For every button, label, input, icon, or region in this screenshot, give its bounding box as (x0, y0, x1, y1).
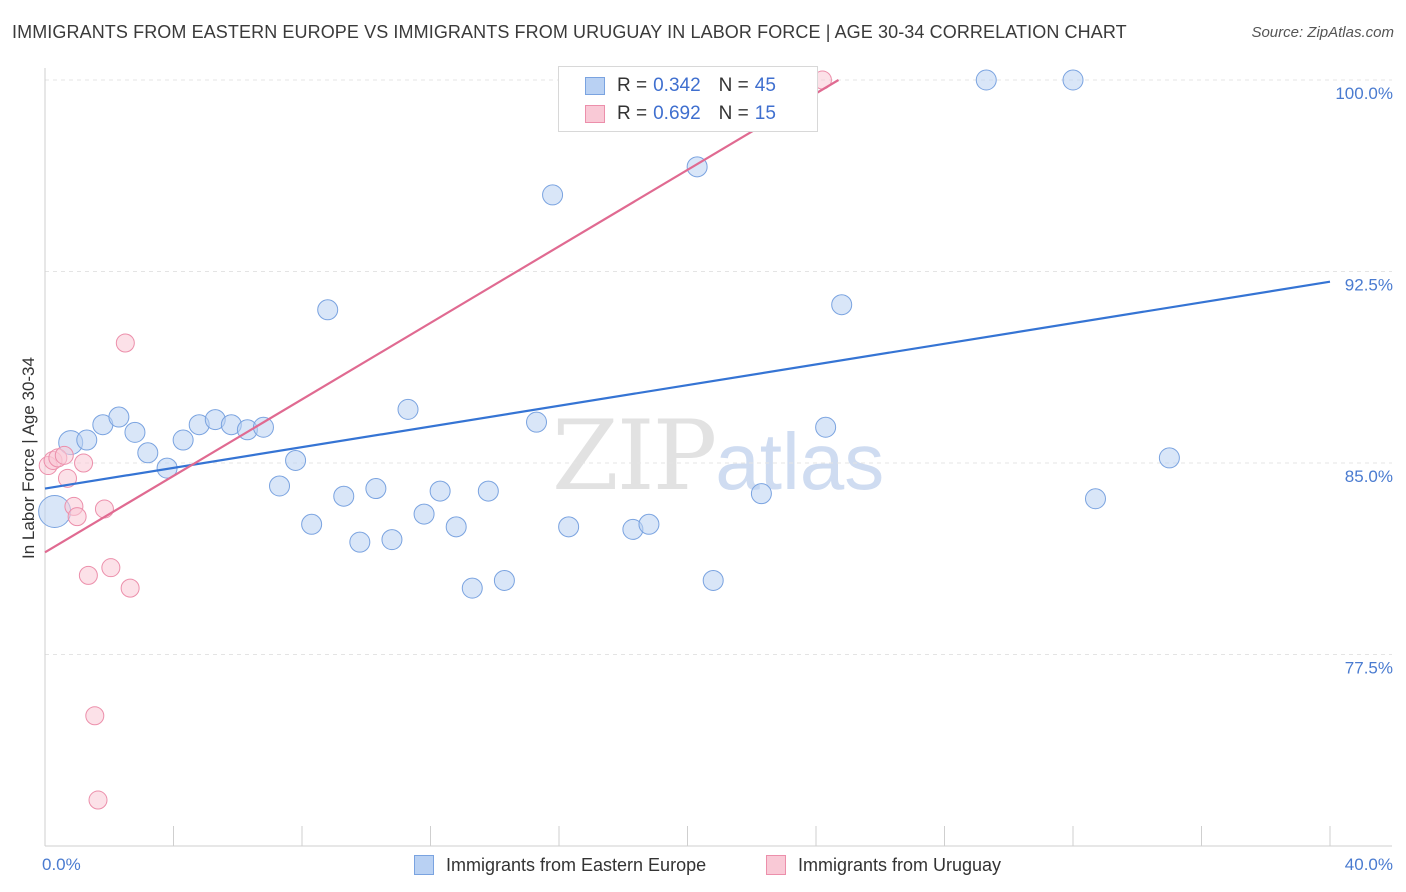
point-uruguay (120, 578, 140, 598)
bottom-legend-eastern-europe: Immigrants from Eastern Europe (414, 852, 706, 878)
point-eastern-europe (750, 483, 772, 505)
point-eastern-europe (429, 480, 451, 502)
y-tick-label: 100.0% (1335, 84, 1393, 103)
point-eastern-europe (413, 503, 435, 525)
legend-r-label: R = (617, 103, 648, 124)
point-uruguay (94, 499, 114, 519)
point-eastern-europe (365, 478, 387, 500)
point-eastern-europe (172, 429, 194, 451)
point-eastern-europe (137, 442, 159, 464)
point-eastern-europe (638, 513, 660, 535)
legend-r-value: 0.342 (653, 75, 701, 96)
point-uruguay (101, 558, 121, 578)
point-eastern-europe (542, 184, 564, 206)
y-tick-label: 77.5% (1345, 659, 1393, 678)
y-tick-label: 85.0% (1345, 467, 1393, 486)
point-uruguay (88, 790, 108, 810)
x-tick-label-max: 40.0% (1345, 855, 1393, 874)
point-eastern-europe (461, 577, 483, 599)
legend-n-label: N = (718, 75, 749, 96)
trend-line-eastern-europe (44, 280, 1331, 490)
bottom-legend-label-eastern-europe: Immigrants from Eastern Europe (446, 854, 707, 875)
point-eastern-europe (815, 416, 837, 438)
y-tick-label: 92.5% (1345, 276, 1393, 295)
point-eastern-europe (397, 398, 419, 420)
point-eastern-europe (445, 516, 467, 538)
point-eastern-europe (317, 299, 339, 321)
point-uruguay (78, 565, 98, 585)
correlation-legend: R = 0.342 N = 45 R = 0.692 N = 15 (558, 66, 818, 132)
point-uruguay (67, 507, 87, 527)
point-eastern-europe (285, 449, 307, 471)
point-eastern-europe (301, 513, 323, 535)
data-points (38, 69, 1180, 810)
point-eastern-europe (477, 480, 499, 502)
point-eastern-europe (269, 475, 291, 497)
legend-n-value: 15 (754, 103, 776, 124)
tick-labels: 77.5% 85.0% 92.5% 100.0% 0.0% 40.0% In Labor F… (19, 84, 1393, 874)
bottom-legend-swatch-eastern-europe (414, 855, 434, 875)
point-eastern-europe (558, 516, 580, 538)
watermark-zip: ZIP (552, 400, 717, 512)
point-eastern-europe (975, 69, 997, 91)
point-eastern-europe (108, 406, 130, 428)
point-eastern-europe (381, 529, 403, 551)
trend-lines (44, 79, 1331, 554)
point-uruguay (85, 706, 105, 726)
point-eastern-europe (1084, 488, 1106, 510)
grid-lines (45, 79, 1392, 655)
bottom-legend-swatch-uruguay (766, 855, 786, 875)
point-eastern-europe (1062, 69, 1084, 91)
x-tick-label-min: 0.0% (42, 855, 81, 874)
point-uruguay (57, 468, 77, 488)
point-eastern-europe (349, 531, 371, 553)
chart-title: IMMIGRANTS FROM EASTERN EUROPE VS IMMIGR… (12, 22, 1127, 42)
legend-r-value: 0.692 (653, 103, 701, 124)
legend-n-value: 45 (754, 75, 776, 96)
point-eastern-europe (493, 569, 515, 591)
point-uruguay (74, 453, 94, 473)
point-eastern-europe (702, 569, 724, 591)
zipatlas-watermark: ZIPatlas (552, 400, 884, 512)
chart-source: Source: ZipAtlas.com (1251, 24, 1394, 41)
point-uruguay (115, 333, 135, 353)
bottom-legend-uruguay: Immigrants from Uruguay (766, 852, 1001, 878)
legend-row-eastern-europe: R = 0.342 N = 45 (585, 72, 776, 100)
point-eastern-europe (76, 429, 98, 451)
watermark-atlas: atlas (715, 417, 885, 506)
legend-row-uruguay: R = 0.692 N = 15 (585, 100, 776, 128)
bottom-legend-label-uruguay: Immigrants from Uruguay (798, 854, 1002, 875)
legend-swatch-uruguay (585, 105, 605, 123)
trend-line-uruguay (44, 79, 840, 554)
point-eastern-europe (333, 485, 355, 507)
point-eastern-europe (1158, 447, 1180, 469)
point-eastern-europe (831, 294, 853, 316)
y-axis-label: In Labor Force | Age 30-34 (19, 357, 38, 559)
point-eastern-europe (124, 421, 146, 443)
legend-n-label: N = (718, 103, 749, 124)
point-eastern-europe (38, 495, 72, 529)
point-eastern-europe (526, 411, 548, 433)
legend-swatch-eastern-europe (585, 77, 605, 95)
point-uruguay (54, 445, 74, 465)
legend-r-label: R = (617, 75, 648, 96)
